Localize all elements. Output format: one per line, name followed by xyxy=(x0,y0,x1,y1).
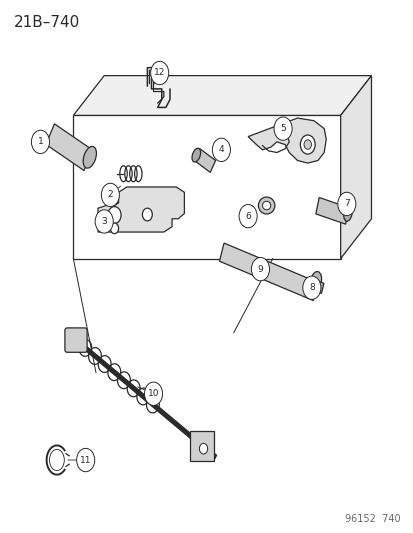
Circle shape xyxy=(303,140,311,149)
Text: 10: 10 xyxy=(147,389,159,398)
Text: 1: 1 xyxy=(38,138,43,147)
Ellipse shape xyxy=(308,278,315,290)
Text: 9: 9 xyxy=(257,265,263,273)
Ellipse shape xyxy=(192,148,200,162)
Ellipse shape xyxy=(50,449,64,471)
Polygon shape xyxy=(340,76,370,259)
Text: 21B–740: 21B–740 xyxy=(14,14,80,30)
Circle shape xyxy=(101,183,119,207)
Text: 5: 5 xyxy=(280,124,285,133)
Text: 6: 6 xyxy=(244,212,250,221)
Circle shape xyxy=(251,257,269,281)
Text: 12: 12 xyxy=(154,68,165,77)
Circle shape xyxy=(273,117,292,140)
Polygon shape xyxy=(73,76,370,115)
Text: 4: 4 xyxy=(218,146,224,155)
Circle shape xyxy=(95,210,113,233)
Circle shape xyxy=(76,448,95,472)
Circle shape xyxy=(108,207,121,223)
Circle shape xyxy=(337,192,355,216)
Polygon shape xyxy=(73,115,340,259)
Ellipse shape xyxy=(262,201,270,210)
Text: 8: 8 xyxy=(308,283,314,292)
Ellipse shape xyxy=(83,147,96,168)
Circle shape xyxy=(212,138,230,161)
Polygon shape xyxy=(46,124,93,171)
FancyBboxPatch shape xyxy=(189,431,214,462)
FancyBboxPatch shape xyxy=(65,328,87,352)
Ellipse shape xyxy=(310,271,321,291)
Polygon shape xyxy=(70,334,216,459)
Text: 2: 2 xyxy=(107,190,113,199)
Circle shape xyxy=(302,276,320,300)
Circle shape xyxy=(238,205,256,228)
Ellipse shape xyxy=(258,197,274,214)
Circle shape xyxy=(142,208,152,221)
Ellipse shape xyxy=(343,205,351,221)
Polygon shape xyxy=(219,243,317,301)
Circle shape xyxy=(144,382,162,406)
Text: 7: 7 xyxy=(343,199,349,208)
Circle shape xyxy=(110,223,118,233)
Polygon shape xyxy=(315,198,348,224)
Text: 11: 11 xyxy=(80,456,91,465)
Text: 3: 3 xyxy=(101,217,107,226)
Circle shape xyxy=(150,61,169,85)
Polygon shape xyxy=(310,279,323,294)
Circle shape xyxy=(199,443,207,454)
Polygon shape xyxy=(98,187,184,232)
Polygon shape xyxy=(194,149,215,172)
Text: 96152  740: 96152 740 xyxy=(344,514,399,523)
Circle shape xyxy=(299,135,314,154)
Circle shape xyxy=(31,130,50,154)
Polygon shape xyxy=(247,118,325,163)
